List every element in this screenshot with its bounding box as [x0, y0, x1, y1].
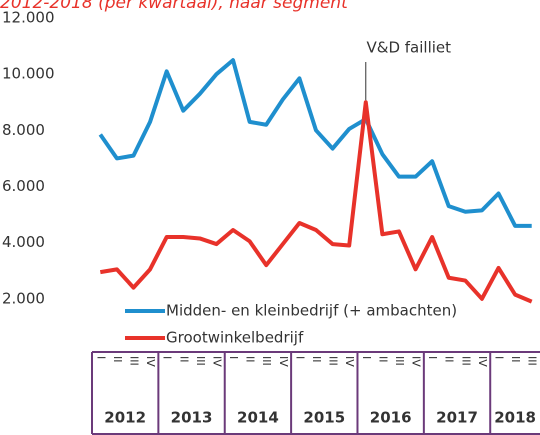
x-tick-label: III	[127, 356, 140, 366]
y-tick-label: 12.000	[2, 9, 55, 27]
x-tick-label: I	[227, 356, 240, 359]
x-tick-label: II	[310, 356, 323, 363]
x-group-label: 2015	[303, 409, 345, 427]
x-tick-label: IV	[277, 356, 290, 367]
x-group-label: 2018	[494, 409, 536, 427]
legend-label: Midden- en kleinbedrijf (+ ambachten)	[166, 302, 457, 320]
x-tick-label: IV	[476, 356, 489, 367]
x-group-label: 2012	[104, 409, 146, 427]
y-tick-label: 8.000	[2, 121, 45, 139]
x-group-label: 2016	[370, 409, 412, 427]
x-group-label: 2014	[237, 409, 279, 427]
y-tick-label: 2.000	[2, 289, 45, 307]
x-tick-label: III	[260, 356, 273, 366]
x-tick-label: I	[493, 356, 506, 359]
x-tick-label: II	[244, 356, 257, 363]
x-tick-label: IV	[210, 356, 223, 367]
x-tick-label: I	[426, 356, 439, 359]
x-tick-label: IV	[343, 356, 356, 367]
x-tick-label: II	[376, 356, 389, 363]
x-tick-label: I	[360, 356, 373, 359]
x-tick-label: I	[94, 356, 107, 359]
y-tick-label: 10.000	[2, 65, 55, 83]
x-tick-label: III	[393, 356, 406, 366]
x-tick-label: I	[293, 356, 306, 359]
annotation: V&D failliet	[367, 39, 452, 57]
x-tick-label: III	[194, 356, 207, 366]
x-tick-label: II	[509, 356, 522, 363]
x-tick-label: III	[526, 356, 539, 366]
x-tick-label: III	[459, 356, 472, 366]
x-tick-label: IV	[144, 356, 157, 367]
x-tick-label: III	[327, 356, 340, 366]
x-tick-label: II	[443, 356, 456, 363]
x-tick-label: II	[111, 356, 124, 363]
x-group-label: 2017	[436, 409, 478, 427]
chart-title: 2012-2018 (per kwartaal), naar segment	[0, 0, 349, 13]
y-tick-label: 6.000	[2, 177, 45, 195]
legend-label: Grootwinkelbedrijf	[166, 329, 304, 347]
y-tick-label: 4.000	[2, 233, 45, 251]
x-group-label: 2013	[171, 409, 213, 427]
x-tick-label: I	[161, 356, 174, 359]
x-tick-label: II	[177, 356, 190, 363]
series-line	[98, 58, 532, 228]
series-line	[99, 100, 533, 304]
x-tick-label: IV	[410, 356, 423, 367]
